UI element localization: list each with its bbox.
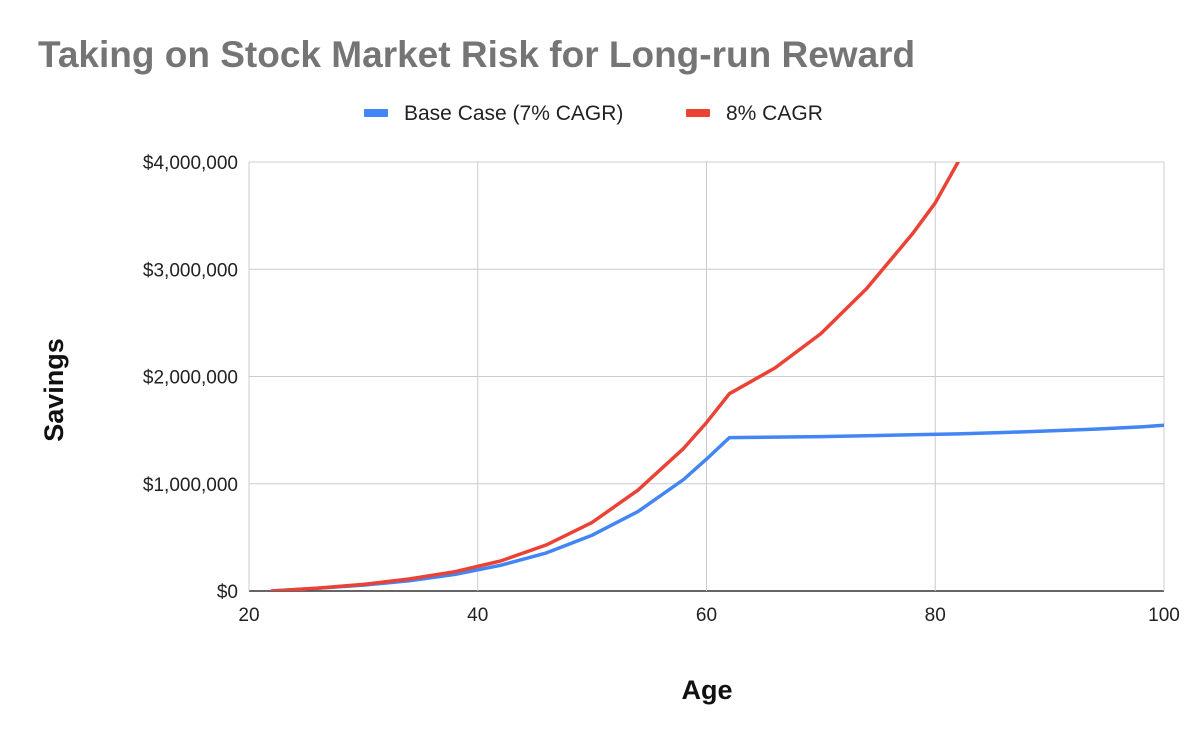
- series-lines: [270, 162, 1164, 591]
- series-line-2[interactable]: [270, 162, 960, 591]
- legend-label[interactable]: Base Case (7% CAGR): [404, 102, 623, 125]
- y-tick-label: $4,000,000: [143, 153, 238, 174]
- legend-label[interactable]: 8% CAGR: [726, 102, 823, 125]
- legend-swatch: [686, 109, 710, 117]
- y-tick-label: $1,000,000: [143, 475, 238, 496]
- y-tick-label: $0: [217, 582, 238, 603]
- legend[interactable]: Base Case (7% CAGR) 8% CAGR: [364, 102, 823, 125]
- y-tick-label: $2,000,000: [143, 368, 238, 389]
- x-tick-label: 20: [238, 605, 259, 626]
- x-tick-label: 100: [1148, 605, 1180, 626]
- x-axis-ticks: 20 40 60 80 100: [238, 605, 1179, 626]
- legend-swatch: [364, 109, 388, 117]
- x-tick-label: 60: [696, 605, 717, 626]
- x-tick-label: 40: [467, 605, 488, 626]
- y-axis-title: Savings: [39, 338, 69, 442]
- series-line-1[interactable]: [270, 423, 1164, 591]
- y-axis-ticks: $0 $1,000,000 $2,000,000 $3,000,000 $4,000,0…: [143, 153, 238, 603]
- grid: [248, 161, 1165, 592]
- x-axis-title: Age: [681, 675, 732, 705]
- y-tick-label: $3,000,000: [143, 260, 238, 281]
- chart-title: Taking on Stock Market Risk for Long-run…: [38, 34, 916, 75]
- x-tick-label: 80: [925, 605, 946, 626]
